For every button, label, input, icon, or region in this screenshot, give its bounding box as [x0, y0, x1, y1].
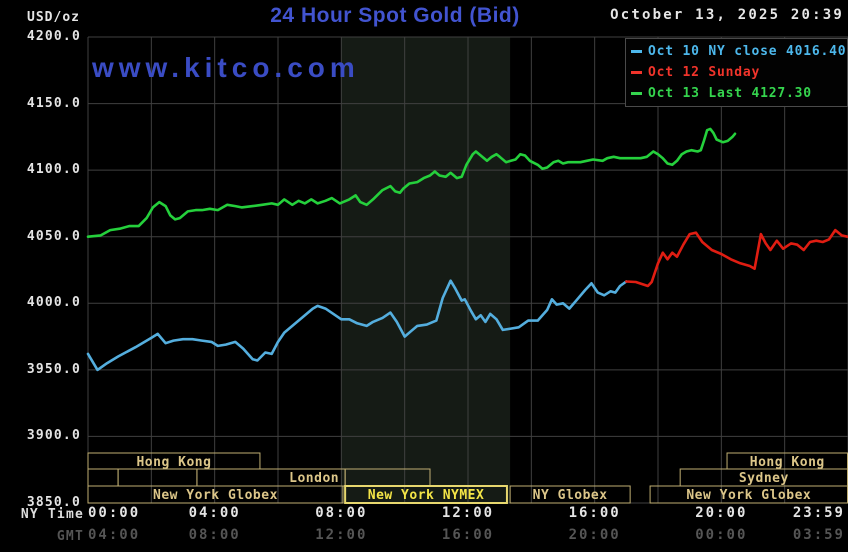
session-label-new-york-nymex: New York NYMEX: [368, 488, 485, 503]
session-label-hong-kong: Hong Kong: [136, 455, 211, 470]
chart-datetime: October 13, 2025 20:39: [610, 7, 844, 23]
legend-dash-icon: [631, 92, 642, 95]
y-axis-unit-label: USD/oz: [27, 10, 80, 25]
nymex-hours-band: [341, 37, 511, 503]
x-axis-tick-ny-time: 16:00: [568, 505, 621, 521]
legend-dash-icon: [631, 50, 642, 53]
legend-dash-icon: [631, 71, 642, 74]
x-axis-tick-gmt: 00:00: [695, 527, 748, 543]
kitco-watermark: www.kitco.com: [92, 52, 360, 83]
y-axis-tick-label: 4050.0: [26, 228, 81, 244]
gmt-axis-label: GMT: [56, 529, 84, 544]
x-axis-tick-gmt: 03:59: [792, 527, 845, 543]
session-box-blank: [87, 468, 119, 487]
session-label-hong-kong: Hong Kong: [750, 455, 825, 470]
ny-time-axis-label: NY Time: [20, 507, 84, 522]
x-axis-tick-gmt: 16:00: [441, 527, 495, 543]
legend-label: Oct 13 Last 4127.30: [648, 86, 812, 101]
session-label-sydney: Sydney: [739, 471, 789, 486]
x-axis-tick-ny-time: 04:00: [188, 505, 241, 521]
y-axis-tick-label: 4200.0: [26, 29, 81, 44]
legend-label: Oct 10 NY close 4016.40: [648, 44, 847, 59]
session-box-blank: [117, 468, 198, 487]
x-axis-tick-gmt: 04:00: [88, 527, 141, 543]
y-axis-tick-label: 4100.0: [26, 162, 81, 178]
session-label-new-york-globex: New York Globex: [153, 488, 278, 503]
x-axis-tick-ny-time: 08:00: [315, 505, 368, 521]
x-axis-tick-ny-time: 00:00: [88, 505, 141, 521]
x-axis-tick-ny-time: 20:00: [695, 505, 748, 521]
x-axis-tick-ny-time: 23:59: [792, 505, 845, 521]
x-axis-tick-gmt: 08:00: [188, 527, 241, 543]
y-axis-tick-label: 3950.0: [26, 361, 81, 377]
session-label-london: London: [289, 471, 339, 486]
y-axis-tick-label: 4150.0: [26, 95, 81, 111]
y-axis-tick-label: 4000.0: [26, 295, 81, 311]
legend-item-oct10: Oct 10 NY close 4016.40: [626, 41, 847, 62]
session-label-ny-globex: NY Globex: [533, 488, 608, 503]
legend: Oct 10 NY close 4016.40 Oct 12 Sunday Oc…: [625, 38, 848, 107]
chart-title: 24 Hour Spot Gold (Bid): [270, 4, 520, 27]
x-axis-tick-ny-time: 12:00: [441, 505, 495, 521]
y-axis-tick-label: 3850.0: [26, 495, 81, 510]
price-line-oct10: [86, 279, 628, 372]
session-box-ny-globex: [509, 485, 631, 504]
x-axis-tick-gmt: 20:00: [568, 527, 621, 543]
legend-item-oct13: Oct 13 Last 4127.30: [626, 83, 847, 104]
legend-item-oct12: Oct 12 Sunday: [626, 62, 847, 83]
session-box-new-york-nymex: [344, 485, 508, 504]
x-axis-tick-gmt: 12:00: [315, 527, 368, 543]
session-label-new-york-globex: New York Globex: [686, 488, 811, 503]
session-box-new-york-globex: [87, 485, 344, 504]
y-axis-tick-label: 3900.0: [26, 428, 81, 444]
price-line-oct13: [86, 127, 737, 238]
legend-label: Oct 12 Sunday: [648, 65, 761, 80]
price-line-oct12: [624, 228, 848, 288]
